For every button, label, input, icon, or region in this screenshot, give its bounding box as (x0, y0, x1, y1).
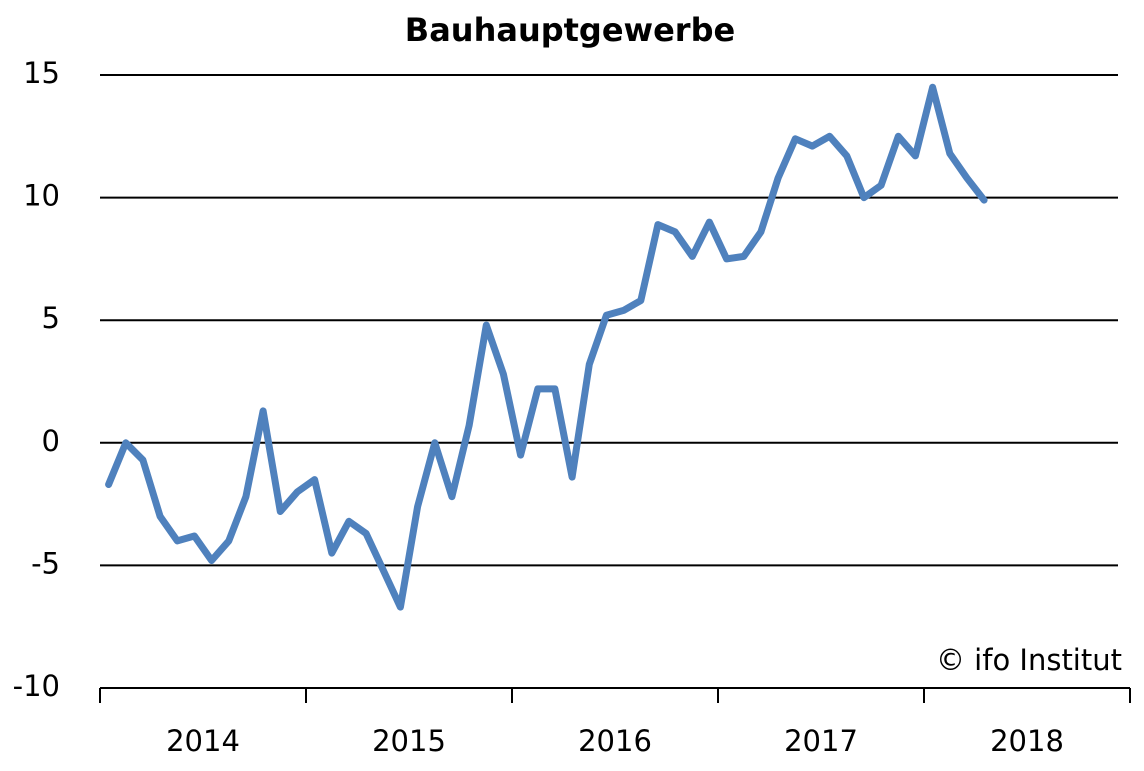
chart-title: Bauhauptgewerbe (405, 11, 735, 49)
y-tick-label: 15 (23, 56, 60, 90)
x-tick-label: 2016 (578, 724, 652, 758)
x-tick-label: 2017 (784, 724, 858, 758)
annotation: © ifo Institut (936, 643, 1122, 677)
y-tick-label: 0 (42, 424, 60, 458)
line-series (105, 83, 988, 611)
y-tick-label: -5 (31, 546, 60, 580)
x-tick-label: 2018 (990, 724, 1064, 758)
x-tick-label: 2014 (166, 724, 240, 758)
y-tick-label: 10 (23, 179, 60, 213)
y-tick-label: -10 (13, 669, 60, 703)
y-tick-label: 5 (42, 301, 60, 335)
x-tick-label: 2015 (372, 724, 446, 758)
